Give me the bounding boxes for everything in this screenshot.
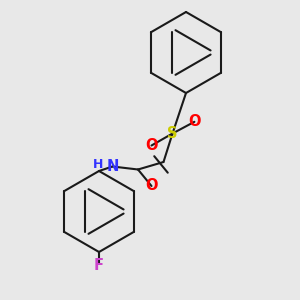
Text: O: O: [188, 114, 201, 129]
Text: S: S: [167, 126, 178, 141]
Text: O: O: [145, 138, 158, 153]
Text: H: H: [93, 158, 103, 171]
Text: O: O: [145, 178, 158, 194]
Text: F: F: [94, 258, 104, 273]
Text: N: N: [106, 159, 119, 174]
